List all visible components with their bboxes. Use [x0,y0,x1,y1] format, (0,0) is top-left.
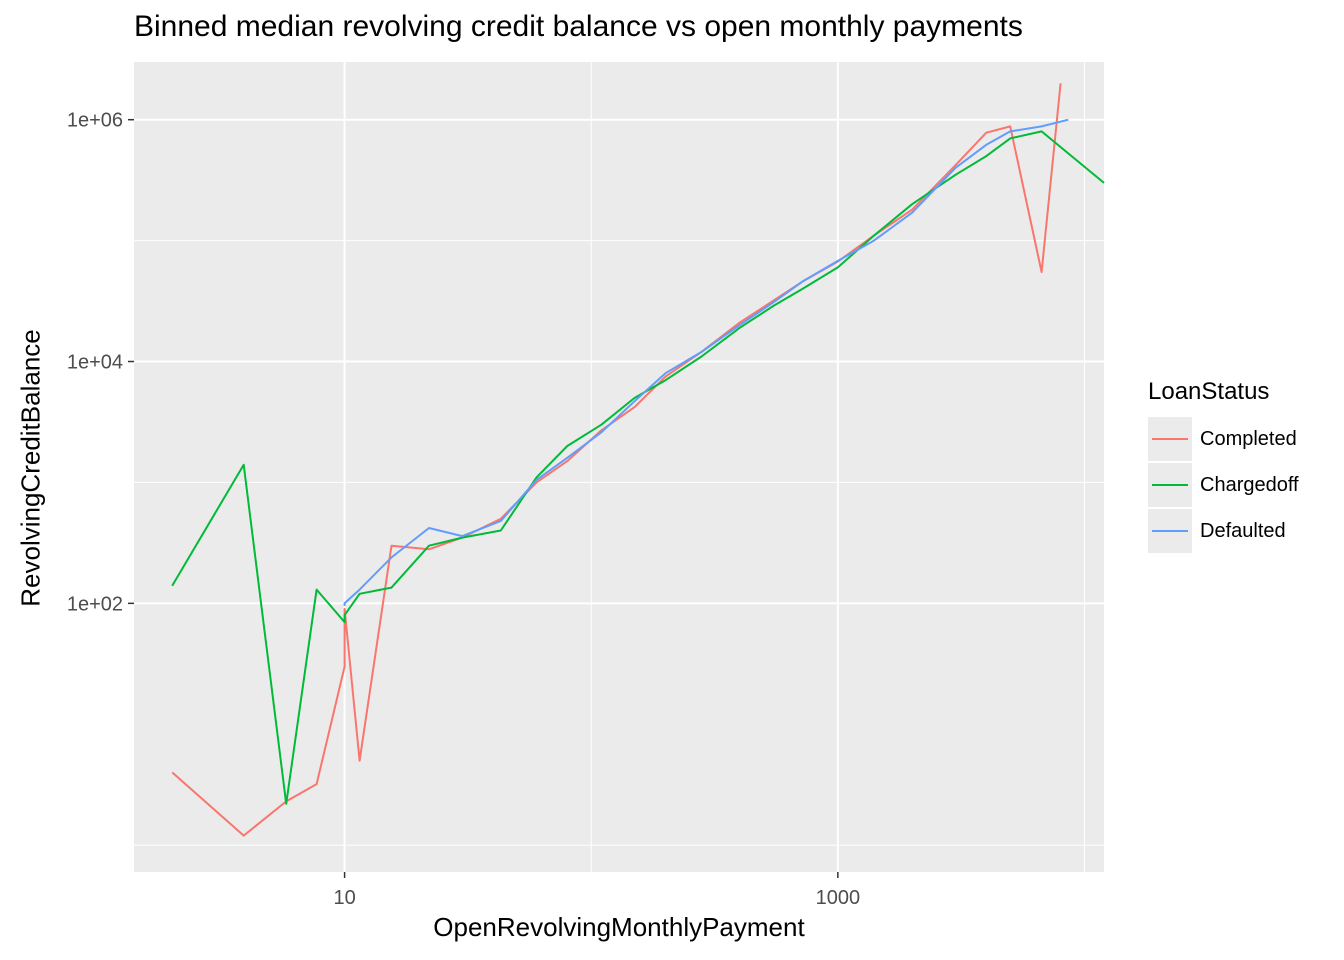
y-tick-label: 1e+06 [67,110,123,132]
y-tick-label: 1e+02 [67,593,123,615]
chart-title: Binned median revolving credit balance v… [134,10,1023,43]
legend-title: LoanStatus [1148,378,1270,405]
x-tick-label: 1000 [816,887,861,909]
series-line-defaulted [343,118,1069,606]
x-tick-label: 10 [333,887,355,909]
legend-item-chargedoff: Chargedoff [1148,462,1299,508]
legend-item-completed: Completed [1148,416,1299,462]
x-axis-title: OpenRevolvingMonthlyPayment [433,912,805,942]
y-axis-title: RevolvingCreditBalance [15,329,46,607]
series-line-completed [171,83,1062,837]
legend-label-chargedoff: Chargedoff [1200,473,1299,496]
legend-key-completed [1148,417,1192,461]
y-tick-label: 1e+04 [67,352,123,374]
legend: LoanStatus Completed Chargedoff Defaulte… [1148,378,1299,554]
legend-label-defaulted: Defaulted [1200,519,1286,542]
legend-item-defaulted: Defaulted [1148,508,1299,554]
legend-key-chargedoff [1148,463,1192,507]
legend-key-defaulted [1148,509,1192,553]
legend-label-completed: Completed [1200,427,1297,450]
